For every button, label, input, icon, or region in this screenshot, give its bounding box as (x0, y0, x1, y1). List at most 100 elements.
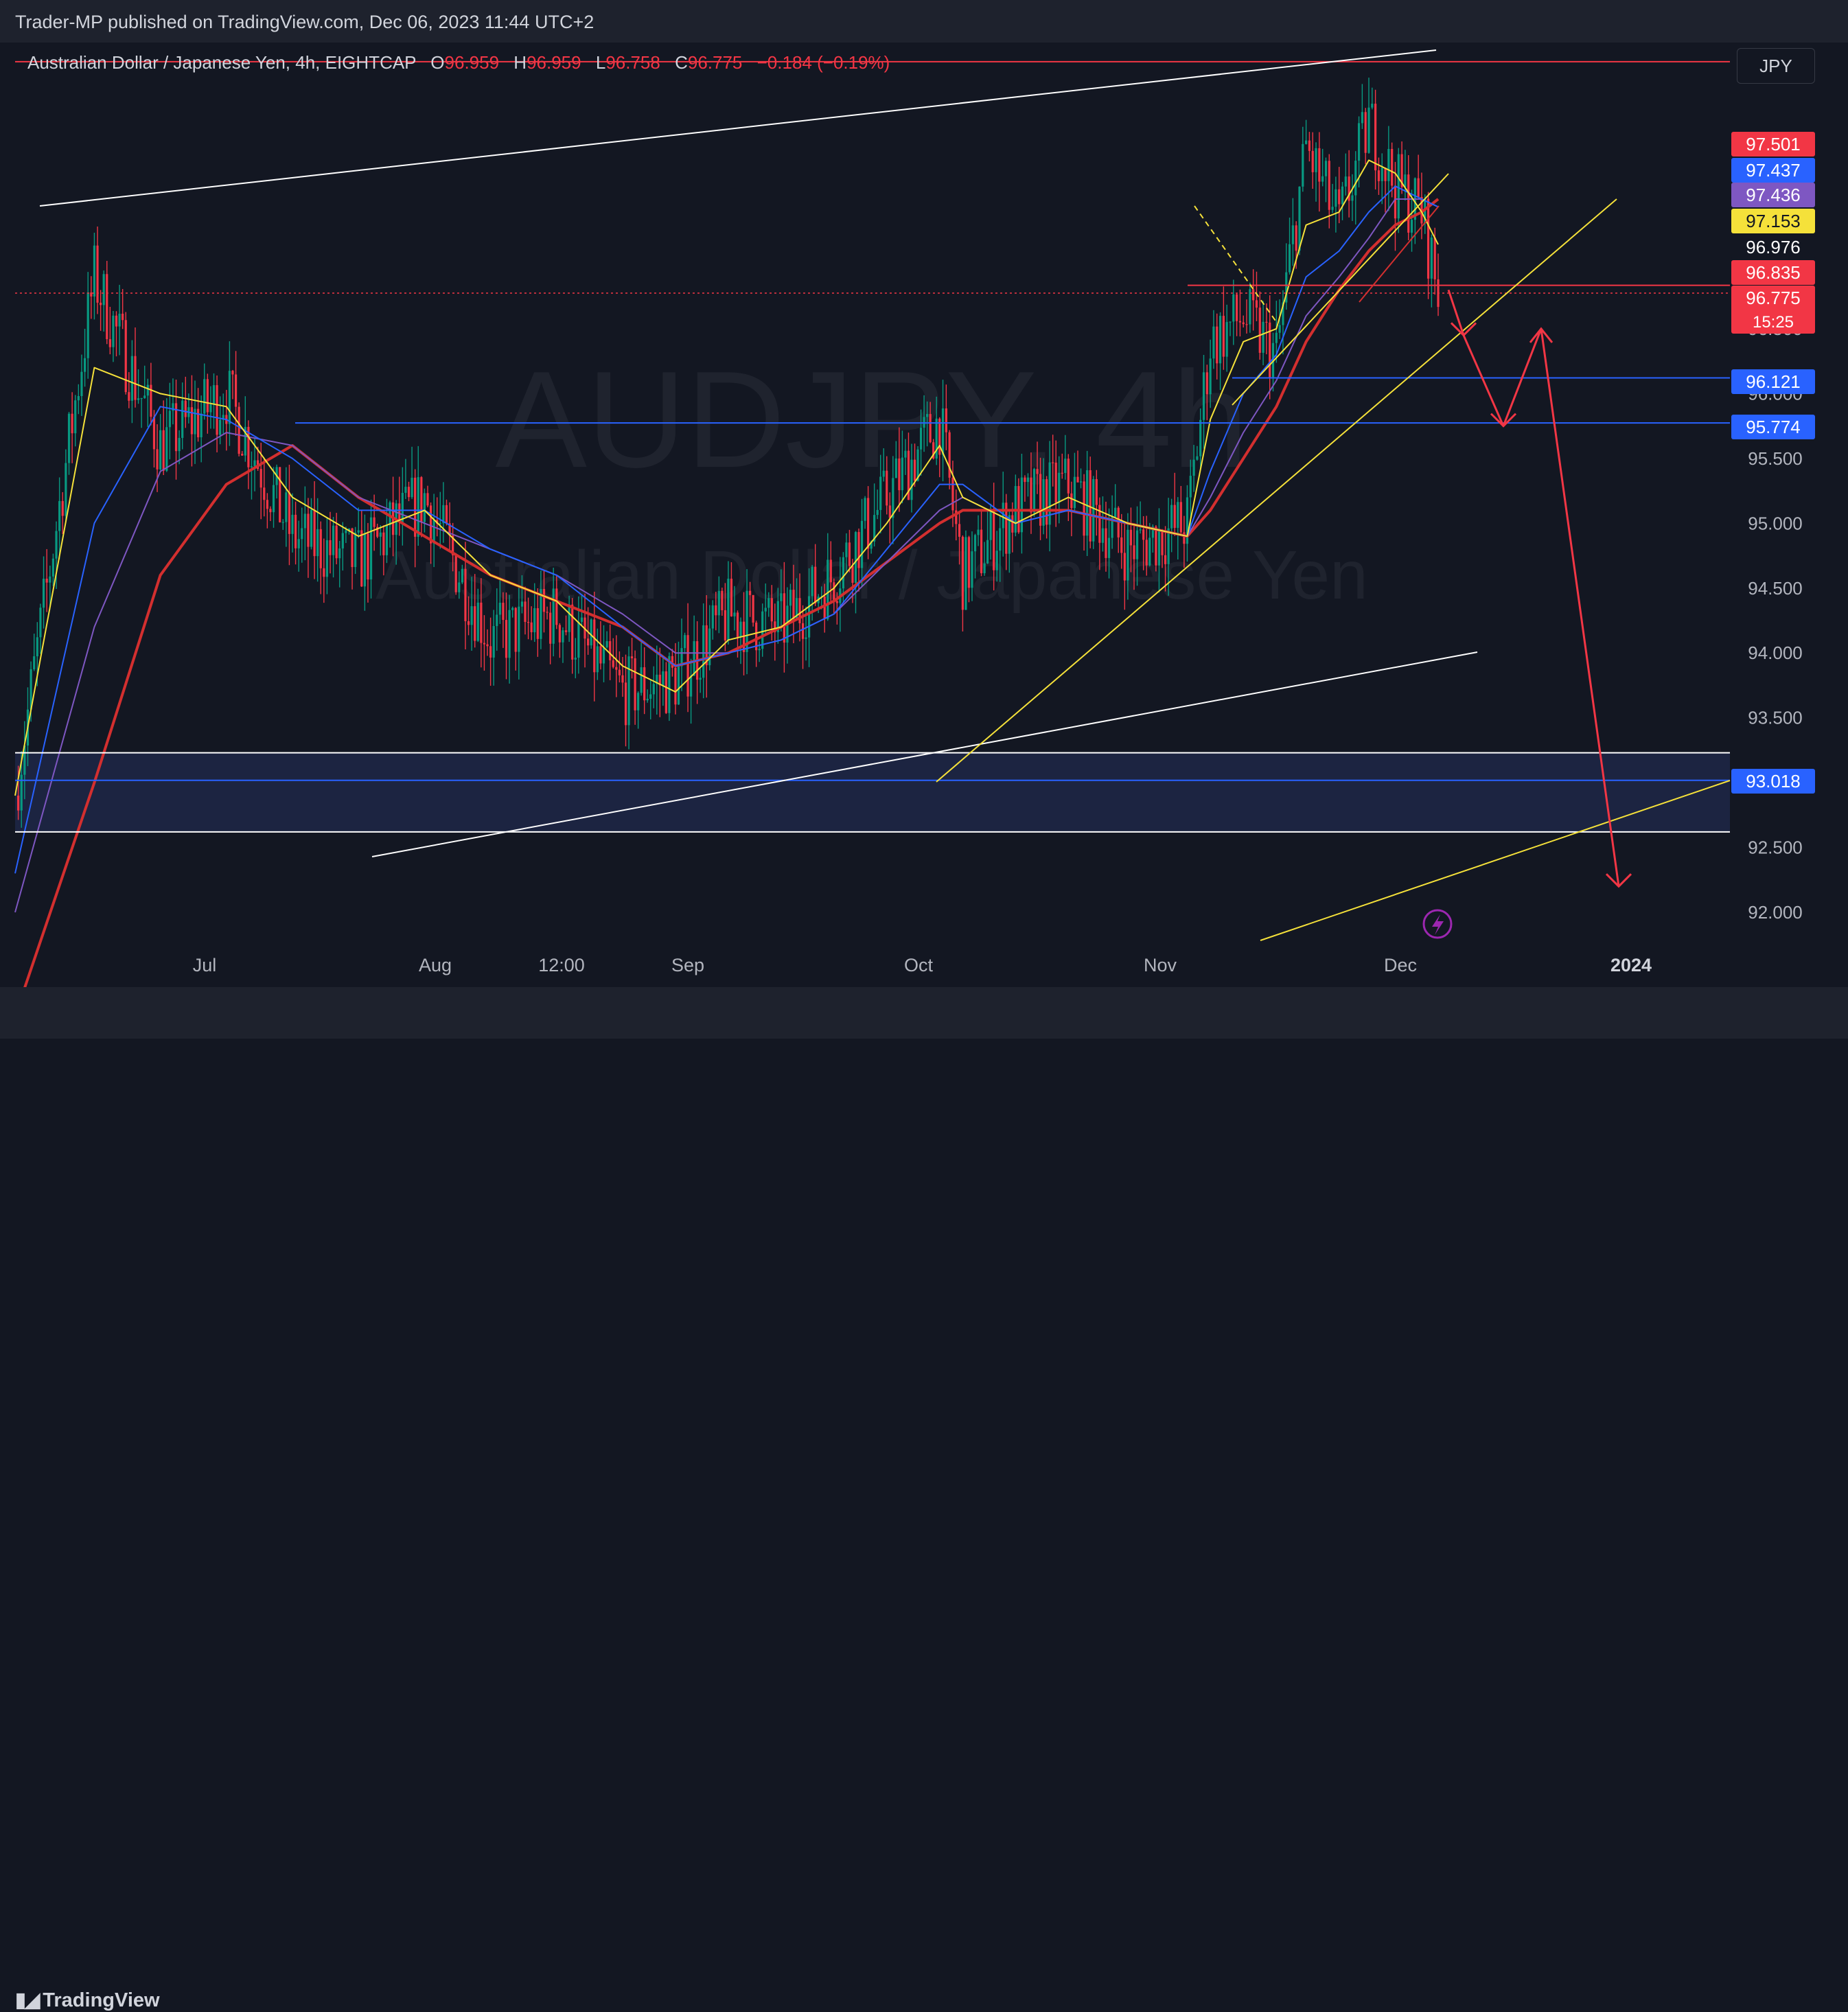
candle-body (1275, 332, 1278, 343)
candle-body (596, 646, 599, 673)
candle-body (935, 418, 938, 459)
candle-body (1133, 545, 1135, 559)
candle-body (228, 371, 231, 424)
candle-body (376, 527, 379, 537)
candle-body (955, 510, 958, 524)
price-tick-label: 94.500 (1748, 578, 1803, 599)
candle-body (708, 628, 711, 666)
candle-body (128, 392, 130, 401)
candle-body (1417, 178, 1420, 197)
candle-body (514, 608, 517, 652)
candle-body (209, 404, 212, 413)
candle-body (854, 532, 857, 583)
candle-body (1305, 140, 1308, 144)
candle-body (505, 620, 508, 658)
candle-body (699, 678, 702, 680)
candle-body (1139, 529, 1142, 531)
currency-button[interactable]: JPY (1737, 48, 1815, 84)
candle-body (338, 548, 341, 559)
tradingview-logo[interactable]: ▮◢ TradingView (15, 1988, 160, 2012)
candle-body (1308, 140, 1311, 151)
candle-body (363, 533, 366, 587)
candle-body (656, 674, 658, 684)
candle-body (983, 563, 986, 574)
price-label-box (1731, 369, 1815, 394)
price-tick-label: 94.000 (1748, 643, 1803, 663)
candle-body (1161, 531, 1164, 555)
candle-body (1328, 161, 1330, 210)
candle-body (958, 524, 961, 537)
time-axis[interactable] (15, 947, 1730, 984)
candle-body (1236, 294, 1238, 321)
candle-body (498, 603, 501, 615)
candle-body (1410, 220, 1413, 233)
candle-body (894, 458, 897, 478)
candle-body (244, 426, 246, 456)
candle-body (1083, 481, 1085, 536)
candle-body (357, 530, 360, 533)
candle-body (130, 356, 134, 401)
candle-body (414, 477, 417, 537)
candle-body (945, 408, 947, 432)
candle-body (480, 602, 483, 643)
candle-body (508, 610, 511, 658)
candle-body (45, 579, 48, 583)
candle-body (1148, 537, 1151, 566)
candle-body (96, 245, 99, 303)
candle-body (150, 384, 152, 417)
candle-body (1361, 112, 1363, 124)
candle-body (590, 619, 592, 646)
price-label-text: 96.835 (1746, 262, 1801, 283)
candle-body (646, 698, 649, 701)
candle-body (524, 601, 527, 623)
candle-body (730, 579, 733, 616)
candle-body (1384, 167, 1387, 181)
candle-body (332, 525, 335, 555)
candle-body (848, 542, 851, 566)
candle-body (303, 513, 306, 529)
symbol-description[interactable]: Australian Dollar / Japanese Yen, 4h, EI… (27, 52, 417, 73)
candle-body (1218, 316, 1222, 364)
candle-body (1202, 372, 1205, 420)
candle-body (686, 635, 689, 697)
price-label-text: 97.501 (1746, 134, 1801, 154)
candle-body (562, 630, 564, 643)
candle-body (1324, 161, 1328, 176)
candle-body (106, 274, 108, 340)
candle-body (702, 625, 705, 678)
candle-body (1039, 474, 1042, 526)
candle-body (1157, 531, 1161, 566)
candle-body (502, 603, 505, 621)
candle-body (329, 540, 332, 555)
candle-body (307, 513, 310, 547)
candle-body (1357, 123, 1361, 161)
candle-body (206, 379, 209, 413)
time-tick-label: Nov (1144, 955, 1177, 975)
candle-body (266, 500, 268, 509)
candle-body (238, 406, 240, 454)
candle-body (1377, 170, 1381, 181)
candle-body (860, 520, 864, 568)
candle-body (1129, 529, 1133, 546)
candle-body (1070, 493, 1073, 509)
candle-body (879, 476, 882, 510)
candle-body (1433, 238, 1436, 279)
candle-body (172, 403, 174, 411)
candle-body (705, 625, 708, 666)
candle-body (609, 641, 612, 660)
candle-body (115, 315, 118, 327)
candle-body (464, 568, 467, 621)
yellow-trendline-short (1232, 173, 1449, 406)
candle-body (156, 449, 159, 470)
candle-body (369, 517, 373, 580)
candle-body (263, 487, 266, 500)
candle-body (649, 694, 652, 699)
candle-body (146, 384, 149, 396)
lightning-icon[interactable] (1422, 909, 1453, 939)
candle-body (140, 397, 143, 400)
candle-body (795, 598, 798, 619)
candle-body (1225, 322, 1228, 357)
candle-body (1067, 459, 1070, 494)
candle-body (61, 500, 64, 516)
candle-body (222, 415, 224, 420)
